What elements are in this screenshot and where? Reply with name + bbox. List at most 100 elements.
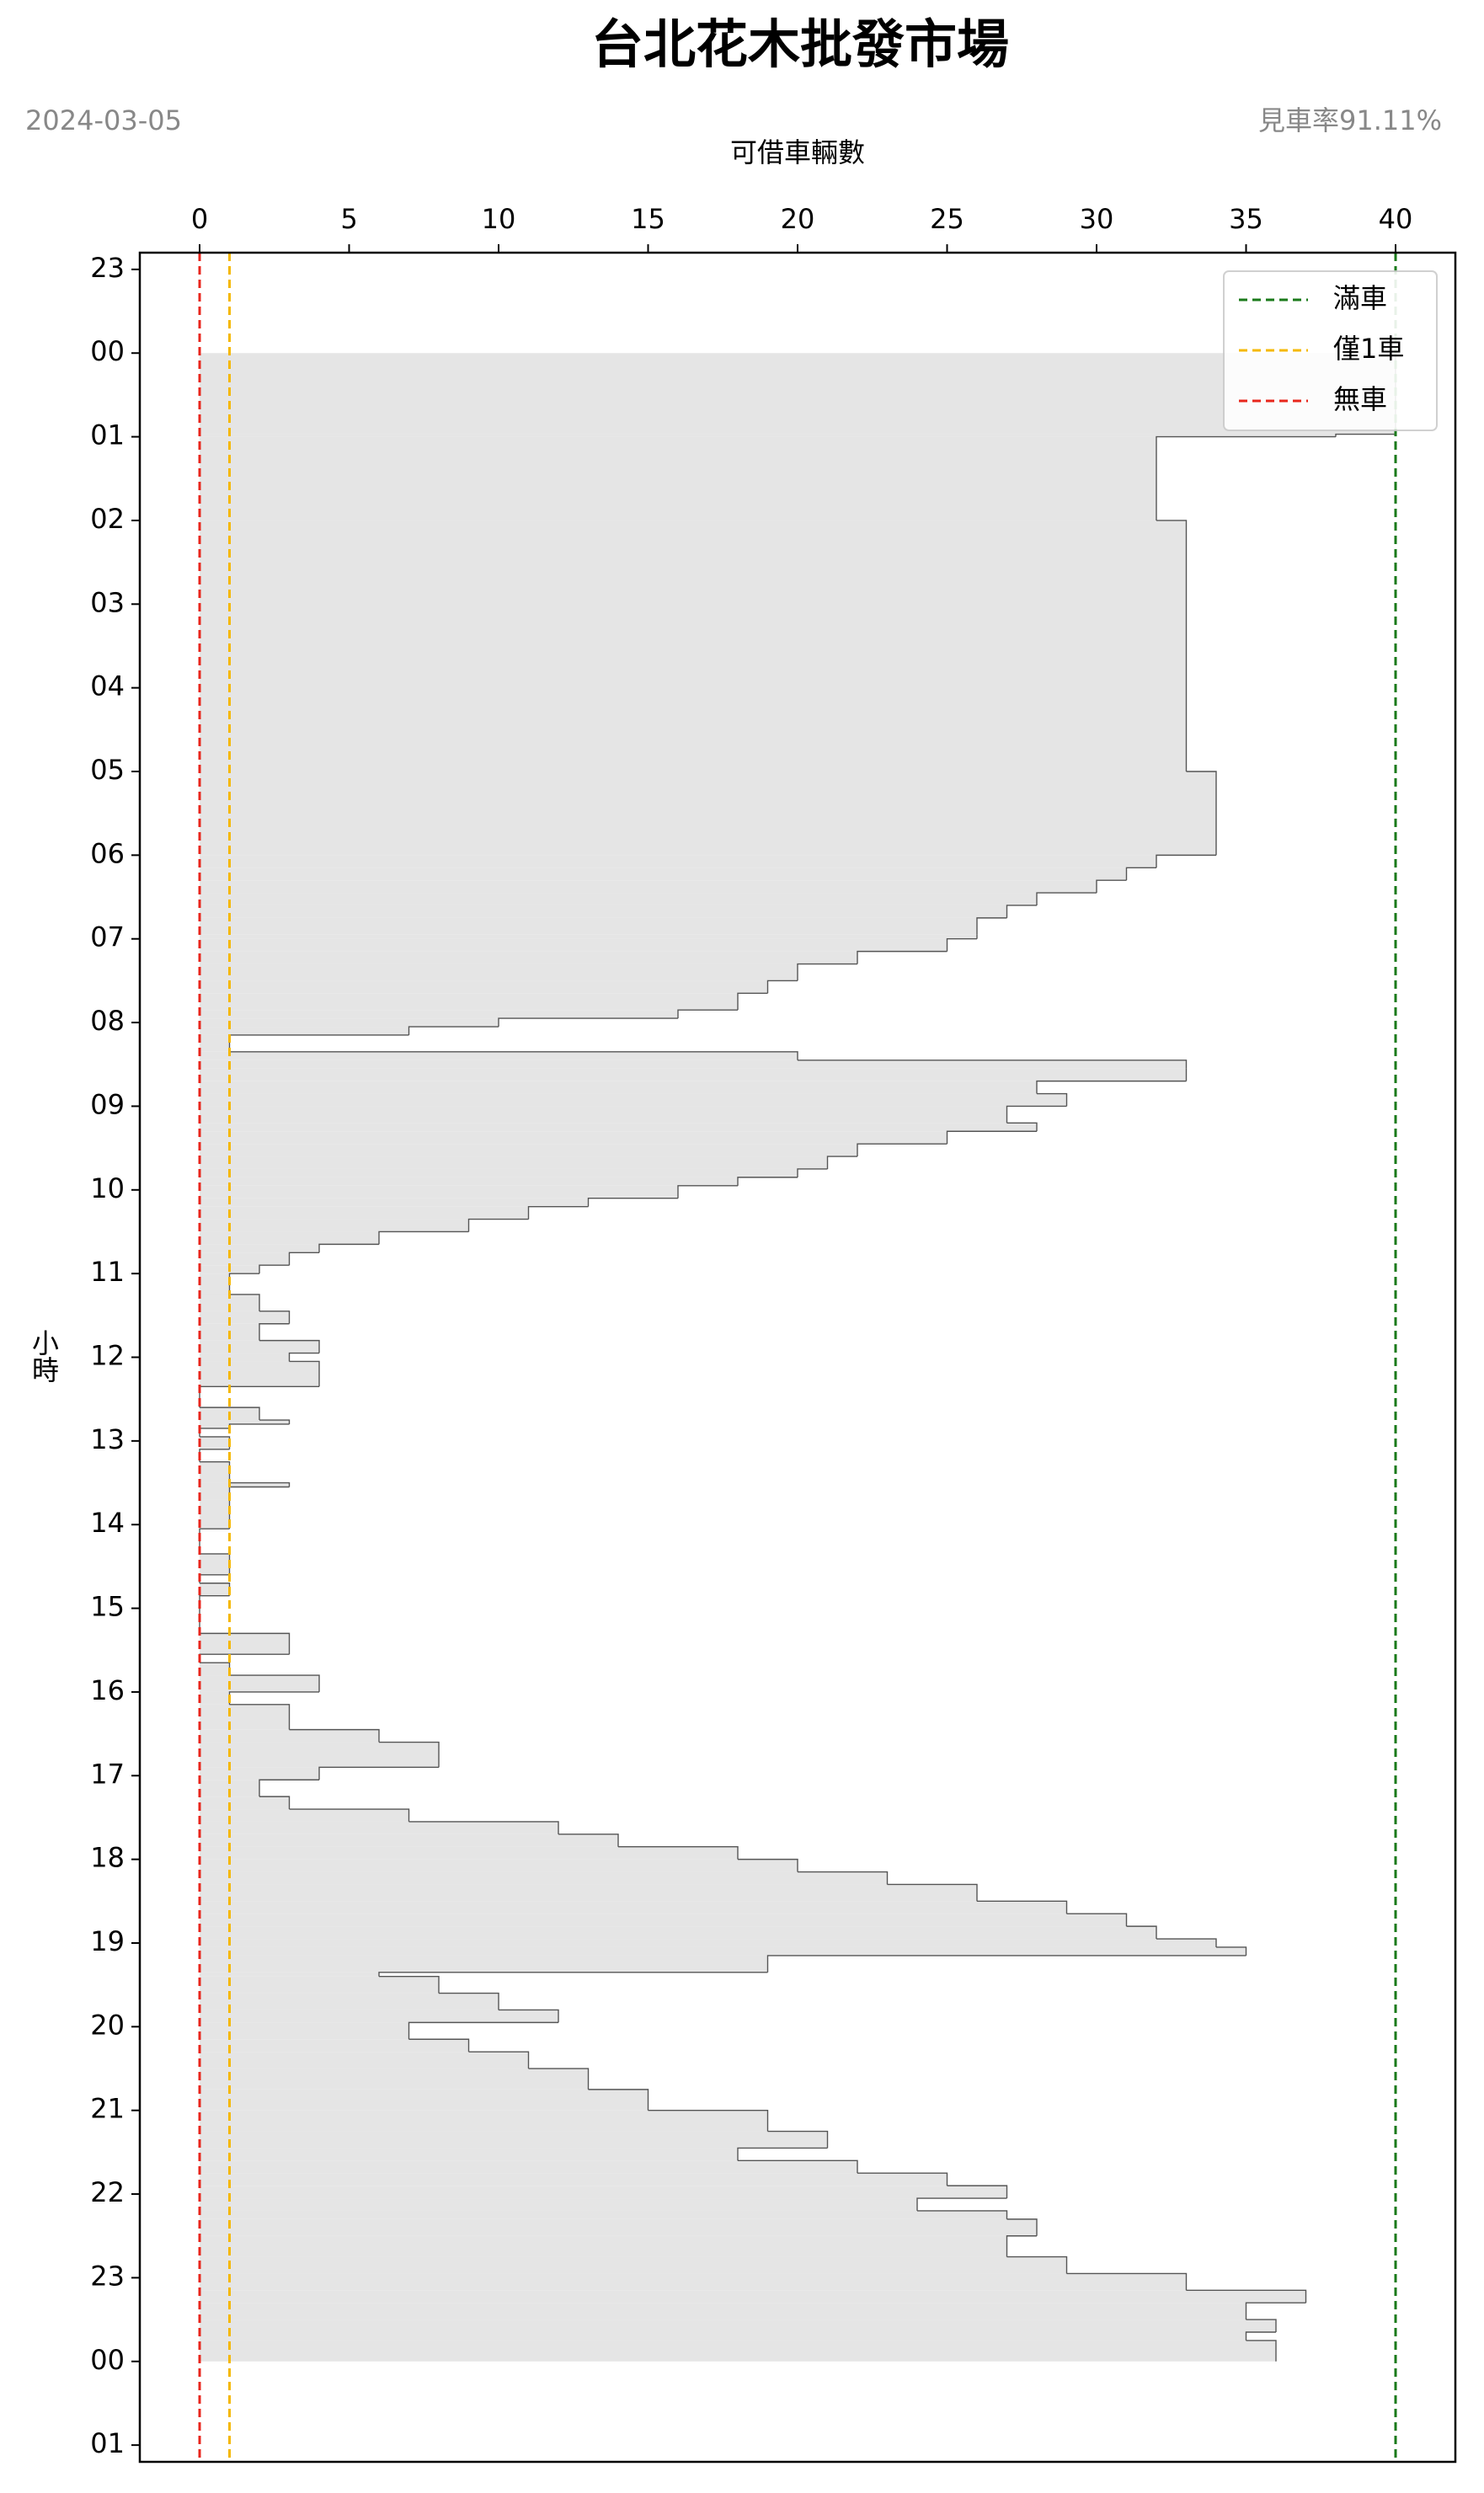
area-segment <box>200 905 1007 918</box>
step-line <box>408 1821 559 1834</box>
step-line <box>1006 2255 1068 2274</box>
area-segment <box>200 1131 948 1145</box>
area-segment <box>200 1423 230 1428</box>
area-segment <box>200 1051 798 1060</box>
step-line <box>1245 2302 1306 2320</box>
step-line <box>259 1311 291 1324</box>
area-segment <box>200 1027 409 1035</box>
x-tick-label: 0 <box>191 203 208 235</box>
x-tick-label: 25 <box>930 203 964 235</box>
area-segment <box>200 2160 857 2174</box>
step-line <box>977 1900 1068 1914</box>
step-line <box>1036 1080 1187 1094</box>
step-line <box>1126 1925 1157 1940</box>
area-segment <box>200 1675 319 1692</box>
step-line <box>1036 892 1097 905</box>
area-segment <box>200 980 768 994</box>
area-segment <box>200 2110 768 2132</box>
area-segment <box>200 1729 379 1743</box>
area-segment <box>200 951 857 964</box>
step-line <box>1125 867 1156 881</box>
y-tick-label: 05 <box>90 754 125 786</box>
area-segment <box>200 1123 1037 1132</box>
area-segment <box>200 1436 230 1449</box>
step-line <box>228 1691 319 1705</box>
area-segment <box>200 1809 409 1822</box>
step-line <box>408 1026 499 1035</box>
area-segment <box>200 2148 738 2161</box>
y-tick-label: 04 <box>90 670 125 702</box>
subtitle-date: 2024-03-05 <box>25 104 182 136</box>
step-line <box>1006 2235 1037 2257</box>
y-tick-label: 07 <box>90 921 125 953</box>
area-segment <box>200 938 948 952</box>
y-tick-label: 03 <box>90 586 125 618</box>
step-line <box>259 1796 291 1810</box>
step-line <box>738 1858 798 1872</box>
area-segment <box>200 1914 1127 1927</box>
step-line <box>318 1766 439 1780</box>
area-segment <box>200 2089 649 2111</box>
x-tick-label: 40 <box>1379 203 1413 235</box>
step-line <box>378 1972 768 1977</box>
area-segment <box>200 1993 499 2010</box>
step-line <box>648 2110 769 2132</box>
area-segment <box>200 1106 1007 1124</box>
step-line <box>857 950 948 964</box>
step-line <box>826 1156 857 1169</box>
step-line <box>288 1352 319 1362</box>
step-line <box>1006 1122 1038 1132</box>
step-line <box>379 1741 440 1768</box>
area-segment <box>200 867 1127 881</box>
step-line <box>259 1264 290 1274</box>
y-tick-label: 22 <box>90 2176 125 2208</box>
x-tick-label: 15 <box>631 203 665 235</box>
area-segment <box>200 993 738 1011</box>
step-line <box>798 1060 1188 1069</box>
step-line <box>1156 435 1336 520</box>
step-line <box>766 980 798 994</box>
area-segment <box>200 1704 290 1730</box>
area-segment <box>200 2331 1246 2341</box>
area-segment <box>200 2022 409 2040</box>
area-segment <box>200 1018 499 1028</box>
step-line <box>946 1130 1037 1145</box>
step-line <box>259 1339 320 1353</box>
y-tick-label: 10 <box>90 1172 125 1204</box>
y-tick-label: 20 <box>90 2009 125 2041</box>
step-line <box>737 2147 828 2161</box>
step-line <box>857 1143 948 1157</box>
area-segment <box>200 1939 1216 1947</box>
step-line <box>229 1481 291 1487</box>
area-segment <box>200 1553 230 1575</box>
step-line <box>1186 771 1217 856</box>
area-segment <box>200 2340 1276 2362</box>
area-segment <box>200 1767 319 1780</box>
y-tick-label: 09 <box>90 1088 125 1120</box>
step-line <box>946 938 977 952</box>
subtitle-rate: 見車率91.11% <box>1258 104 1442 136</box>
x-tick-label: 5 <box>340 203 357 235</box>
y-tick-label: 19 <box>90 1925 125 1957</box>
step-line <box>1006 1105 1067 1124</box>
area-segment <box>200 1846 738 1860</box>
area-segment <box>200 2186 1007 2199</box>
area-segment <box>200 436 1156 520</box>
legend-label: 無車 <box>1333 383 1387 415</box>
chart-title: 台北花木批發市場 <box>591 13 1009 75</box>
step-line <box>917 2210 1008 2219</box>
area-segment <box>200 1034 230 1052</box>
area-segment <box>200 2235 1007 2257</box>
step-line <box>737 992 768 1011</box>
step-line <box>288 1252 319 1266</box>
area-segment <box>200 2198 917 2211</box>
area-segment <box>200 1177 738 1186</box>
step-line <box>528 2068 590 2090</box>
step-line <box>200 1461 231 1483</box>
step-line <box>677 1185 738 1198</box>
area-segment <box>200 1901 1067 1914</box>
area-segment <box>200 880 1097 894</box>
area-segment <box>200 1081 1037 1094</box>
area-segment <box>200 1244 319 1253</box>
